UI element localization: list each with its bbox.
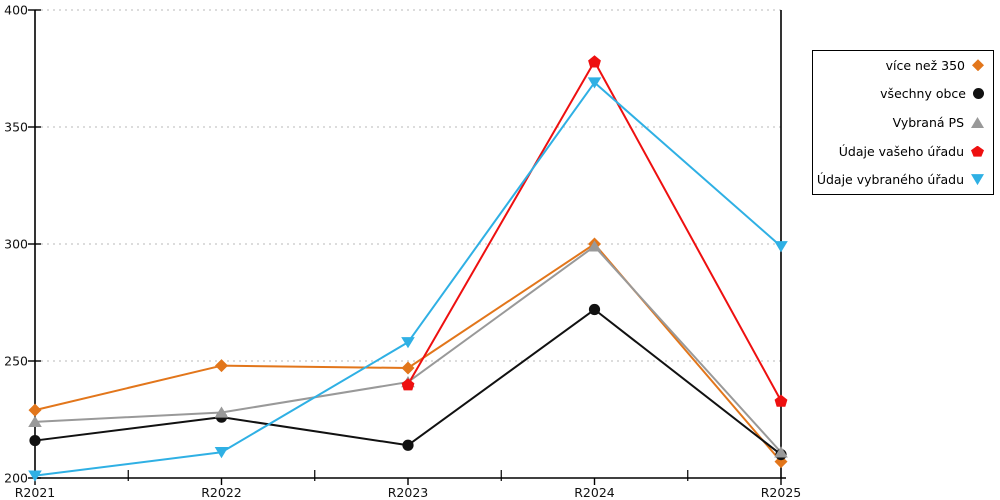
marker-diamond — [28, 403, 42, 417]
marker-circle — [588, 303, 601, 316]
marker-pentagon — [401, 378, 415, 391]
legend-item-vsechny-obce: všechny obce — [813, 86, 993, 101]
marker-pentagon — [774, 394, 788, 407]
axis-tick-labels: 200 250 300 350 400 R2021 R2022 R2023 R2024 R2025 — [4, 3, 801, 500]
marker-triangle-up — [214, 406, 229, 418]
axes — [34, 10, 786, 479]
x-tick-label: R2025 — [761, 485, 802, 500]
x-tick-label: R2021 — [15, 485, 56, 500]
x-tick-label: R2023 — [388, 485, 429, 500]
data-series — [28, 55, 788, 482]
series-line-udaje-vaseho-uradu — [407, 60, 782, 402]
marker-circle — [402, 439, 414, 451]
marker-triangle-up — [28, 415, 42, 428]
legend-label: všechny obce — [880, 86, 966, 102]
marker-triangle-down — [401, 337, 415, 349]
series-line-vice-nez-350 — [34, 243, 782, 463]
marker-triangle-up — [774, 446, 788, 458]
series-line-vybrana-ps — [34, 245, 782, 453]
legend-label: Údaje vašeho úřadu — [838, 143, 964, 159]
marker-diamond — [401, 361, 415, 375]
marker-triangle-down — [587, 77, 602, 89]
y-tick-label: 250 — [4, 354, 28, 369]
axis-ticks — [28, 9, 782, 485]
gridlines — [35, 9, 781, 362]
x-tick-label: R2024 — [574, 485, 615, 500]
legend-label: Údaje vybraného úřadu — [816, 172, 964, 188]
legend-item-vice-nez-350: více než 350 — [813, 58, 993, 73]
x-tick-label: R2022 — [201, 485, 242, 500]
circle-icon — [973, 88, 984, 100]
legend-item-udaje-vaseho-uradu: Údaje vašeho úřadu — [813, 144, 993, 159]
diamond-icon — [972, 59, 984, 72]
y-tick-label: 400 — [4, 3, 28, 18]
triangle-down-icon — [971, 174, 984, 186]
marker-triangle-down — [28, 470, 42, 482]
pentagon-icon — [971, 145, 984, 157]
marker-triangle-down — [214, 447, 229, 459]
marker-pentagon — [588, 55, 601, 68]
marker-circle — [29, 434, 41, 447]
legend-item-vybrana-ps: Vybraná PS — [813, 115, 993, 130]
legend-label: Vybraná PS — [892, 114, 964, 130]
y-tick-label: 300 — [4, 237, 28, 252]
legend-item-udaje-vybraneho-uradu: Údaje vybraného úřadu — [813, 172, 993, 187]
legend-label: více než 350 — [885, 57, 965, 73]
marker-triangle-down — [774, 241, 788, 253]
triangle-up-icon — [971, 116, 984, 128]
y-tick-label: 200 — [4, 471, 28, 486]
y-tick-label: 350 — [4, 120, 28, 135]
legend: více než 350 všechny obce Vybraná PS Údaje … — [812, 50, 994, 195]
marker-triangle-up — [587, 240, 602, 252]
marker-diamond — [215, 359, 228, 373]
